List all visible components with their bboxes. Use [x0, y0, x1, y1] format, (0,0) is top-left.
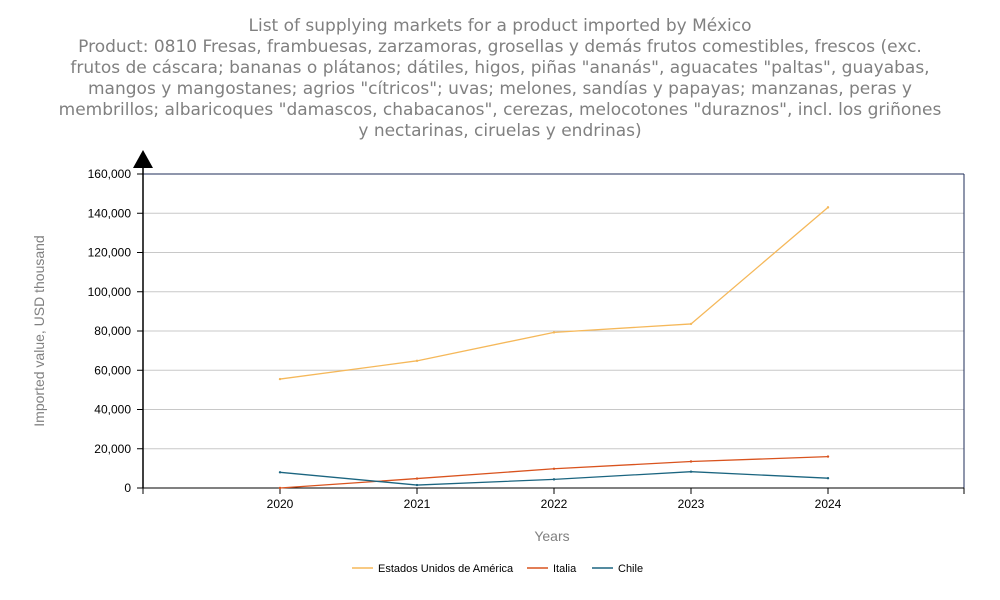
data-point	[415, 477, 419, 480]
x-axis-title: Years	[534, 528, 569, 544]
x-tick-label: 2022	[541, 497, 568, 511]
x-tick-label: 2021	[404, 497, 431, 511]
title-line: frutos de cáscara; bananas o plátanos; d…	[70, 58, 930, 78]
title-line: y nectarinas, ciruelas y endrinas)	[358, 121, 642, 141]
data-point	[689, 470, 693, 473]
data-point	[826, 206, 830, 209]
data-point	[278, 377, 282, 381]
legend-label: Italia	[553, 563, 577, 575]
x-tick-label: 2024	[815, 497, 842, 511]
data-point	[415, 483, 419, 487]
legend-label: Estados Unidos de América	[378, 563, 514, 575]
y-tick-label: 80,000	[94, 324, 131, 338]
title-line: membrillos; albaricoques "damascos, chab…	[58, 100, 942, 120]
grid-layer	[143, 173, 964, 450]
legend-label: Chile	[618, 563, 643, 575]
title-line: List of supplying markets for a product …	[248, 16, 752, 36]
data-point	[552, 331, 556, 334]
labels-layer: 0 20,000 40,000 60,000 80,000 100,000 120,000 1…	[31, 167, 842, 544]
data-point	[278, 486, 282, 490]
y-tick-label: 60,000	[94, 363, 131, 377]
series-line	[279, 455, 829, 489]
y-tick-label: 160,000	[88, 167, 132, 181]
legend: Estados Unidos de América Italia Chile	[352, 563, 643, 575]
data-point	[826, 455, 830, 458]
x-tick-label: 2020	[267, 497, 294, 511]
data-point	[689, 460, 693, 463]
data-point	[689, 322, 693, 326]
x-tick-label: 2023	[678, 497, 705, 511]
y-tick-label: 0	[124, 481, 131, 495]
title-line: mangos y mangostanes; agrios "cítricos";…	[88, 79, 912, 99]
data-point	[552, 478, 556, 481]
y-tick-label: 140,000	[88, 206, 132, 220]
axes-layer	[133, 150, 965, 494]
y-tick-label: 100,000	[88, 285, 132, 299]
y-tick-label: 120,000	[88, 246, 132, 260]
title-line: Product: 0810 Fresas, frambuesas, zarzam…	[78, 37, 922, 57]
series-layer	[278, 206, 830, 490]
series-line	[279, 206, 829, 380]
data-point	[415, 359, 419, 363]
y-tick-label: 20,000	[94, 442, 131, 456]
y-tick-label: 40,000	[94, 403, 131, 417]
data-point	[552, 467, 556, 470]
chart-title: List of supplying markets for a product …	[0, 16, 1000, 142]
y-axis-title: Imported value, USD thousand	[31, 235, 47, 426]
data-point	[826, 476, 830, 480]
y-axis-arrow-icon	[133, 150, 153, 168]
data-point	[278, 471, 282, 474]
